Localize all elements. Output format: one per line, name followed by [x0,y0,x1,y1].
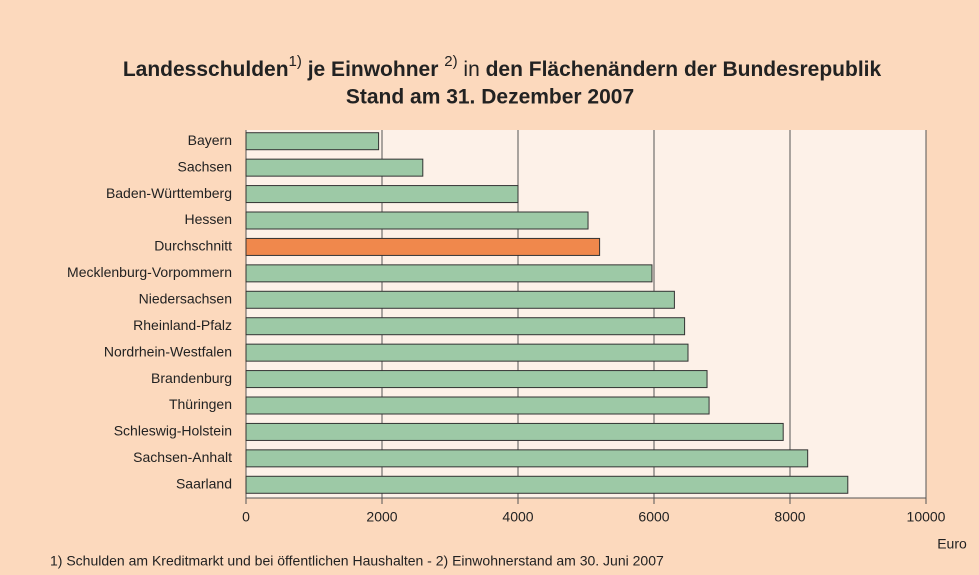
y-tick-label: Saarland [176,475,232,491]
bar [245,396,710,415]
chart-title: Landesschulden1) je Einwohner 2) in den … [123,53,882,81]
bar [245,449,809,468]
y-tick-label: Brandenburg [151,370,232,386]
bar [245,343,689,362]
x-tick-label: 10000 [907,509,946,525]
bar [245,185,519,204]
title-part: 1) [289,53,302,70]
y-tick-label: Bayern [188,132,232,148]
y-tick-label: Thüringen [169,396,232,412]
x-tick-label: 8000 [774,509,805,525]
bar [245,422,784,441]
bar [245,370,708,389]
y-tick-label: Sachsen-Anhalt [133,449,232,465]
footnote: 1) Schulden am Kreditmarkt und bei öffen… [50,553,664,569]
title-part: je Einwohner [302,58,444,81]
bar [245,290,675,309]
title-part: in [458,58,486,81]
x-tick-label: 6000 [638,509,669,525]
x-tick-label: 2000 [366,509,397,525]
bar [245,158,424,177]
y-tick-label: Durchschnitt [154,238,232,254]
chart-subtitle: Stand am 31. Dezember 2007 [346,86,634,109]
y-tick-label: Nordrhein-Westfalen [104,343,232,359]
y-tick-label: Mecklenburg-Vorpommern [67,264,232,280]
x-tick-label: 4000 [502,509,533,525]
x-axis-label: Euro [937,536,967,552]
bar [245,475,849,494]
bar [245,132,380,151]
y-tick-label: Niedersachsen [139,290,232,306]
title-part: den Flächenändern der Bundesrepublik [486,58,882,81]
bar [245,317,686,336]
y-tick-label: Baden-Württemberg [106,185,232,201]
y-tick-label: Rheinland-Pfalz [133,317,232,333]
bar [245,211,589,230]
y-tick-label: Sachsen [178,158,232,174]
title-part: Landesschulden [123,58,289,81]
y-tick-label: Schleswig-Holstein [114,423,232,439]
x-tick-label: 0 [242,509,250,525]
bar [245,237,601,256]
title-part: 2) [444,53,457,70]
bar [245,264,653,283]
y-tick-label: Hessen [185,211,232,227]
